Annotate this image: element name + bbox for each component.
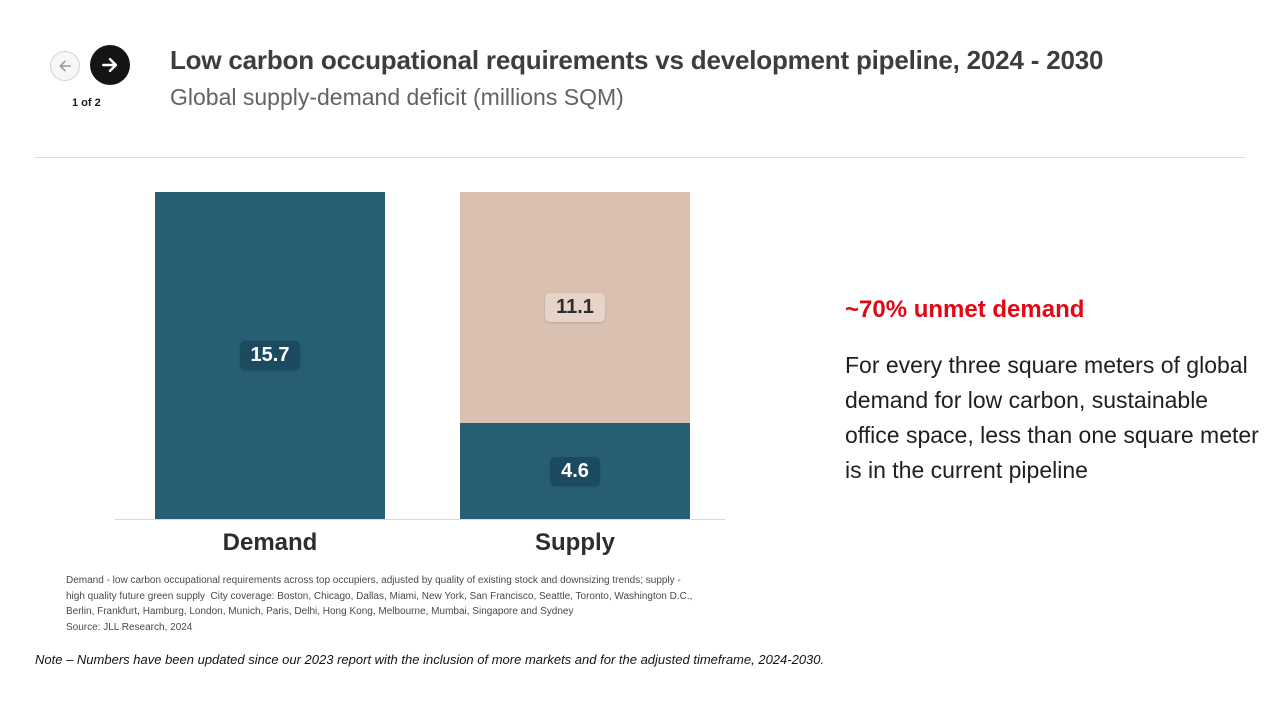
supply-value-label: 4.6: [550, 456, 600, 486]
category-label-demand: Demand: [222, 529, 318, 556]
footnote-line: high quality future green supply City co…: [66, 590, 693, 602]
x-axis-line: [115, 519, 725, 520]
prev-slide-button[interactable]: [50, 51, 80, 81]
demand-value-label: 15.7: [239, 341, 301, 370]
demand-bar-segment: 15.7: [155, 192, 385, 519]
page-title: Low carbon occupational requirements vs …: [170, 45, 1104, 75]
deficit-bar-segment: 11.1: [460, 192, 690, 424]
page-indicator: 1 of 2: [72, 97, 101, 109]
callout-headline: ~70% unmet demand: [845, 296, 1085, 323]
callout-body: For every three square meters of global …: [845, 352, 1259, 483]
callout: ~70% unmet demand For every three square…: [845, 296, 1265, 488]
footnote-line: Berlin, Frankfurt, Hamburg, London, Muni…: [66, 606, 574, 617]
deficit-value-label: 11.1: [545, 293, 605, 323]
arrow-right-icon: [102, 57, 118, 73]
divider: [35, 157, 1245, 158]
arrow-left-icon: [59, 60, 72, 72]
footnote-line: Source: JLL Research, 2024: [66, 621, 193, 633]
footnote: Demand - low carbon occupational require…: [66, 573, 776, 635]
supply-bar-segment: 4.6: [460, 423, 690, 519]
footnote-line: Demand - low carbon occupational require…: [66, 575, 681, 586]
bottom-note: Note – Numbers have been updated since o…: [35, 652, 825, 667]
supply-bar: 4.6 11.1: [460, 192, 690, 519]
category-label-supply: Supply: [534, 529, 615, 556]
next-slide-button[interactable]: [90, 45, 130, 85]
page-subtitle: Global supply-demand deficit (millions S…: [170, 84, 624, 110]
demand-bar: 15.7: [155, 192, 385, 519]
